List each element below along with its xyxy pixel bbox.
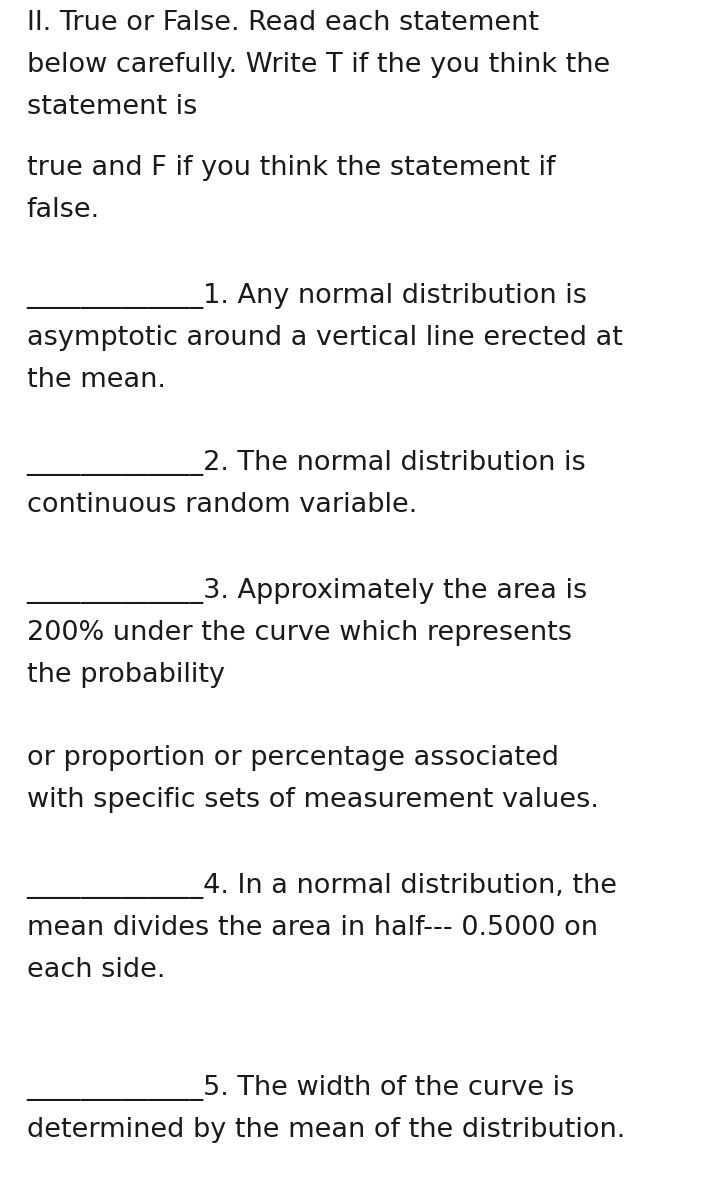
Text: _____________4. In a normal distribution, the: _____________4. In a normal distribution…	[27, 874, 618, 899]
Text: with specific sets of measurement values.: with specific sets of measurement values…	[27, 787, 599, 814]
Text: the mean.: the mean.	[27, 367, 166, 392]
Text: continuous random variable.: continuous random variable.	[27, 492, 417, 518]
Text: asymptotic around a vertical line erected at: asymptotic around a vertical line erecte…	[27, 325, 623, 350]
Text: false.: false.	[27, 197, 100, 223]
Text: _____________3. Approximately the area is: _____________3. Approximately the area i…	[27, 578, 588, 604]
Text: true and F if you think the statement if: true and F if you think the statement if	[27, 155, 555, 181]
Text: statement is: statement is	[27, 94, 197, 120]
Text: determined by the mean of the distribution.: determined by the mean of the distributi…	[27, 1117, 625, 1142]
Text: or proportion or percentage associated: or proportion or percentage associated	[27, 745, 559, 770]
Text: _____________1. Any normal distribution is: _____________1. Any normal distribution …	[27, 283, 588, 308]
Text: _____________2. The normal distribution is: _____________2. The normal distribution …	[27, 450, 586, 476]
Text: _____________5. The width of the curve is: _____________5. The width of the curve i…	[27, 1075, 575, 1102]
Text: mean divides the area in half--- 0.5000 on: mean divides the area in half--- 0.5000 …	[27, 914, 597, 941]
Text: the probability: the probability	[27, 662, 225, 688]
Text: below carefully. Write T if the you think the: below carefully. Write T if the you thin…	[27, 52, 610, 78]
Text: each side.: each side.	[27, 958, 165, 983]
Text: 200% under the curve which represents: 200% under the curve which represents	[27, 620, 571, 646]
Text: II. True or False. Read each statement: II. True or False. Read each statement	[27, 10, 538, 36]
